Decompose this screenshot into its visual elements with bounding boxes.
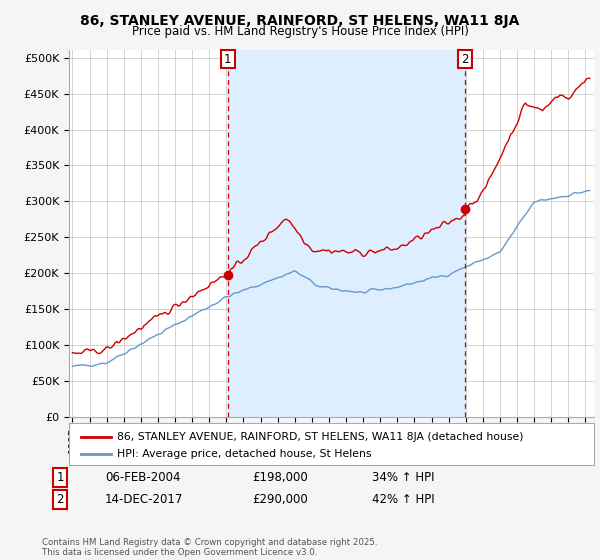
Text: HPI: Average price, detached house, St Helens: HPI: Average price, detached house, St H… bbox=[117, 449, 371, 459]
Text: 14-DEC-2017: 14-DEC-2017 bbox=[105, 493, 184, 506]
Text: £290,000: £290,000 bbox=[252, 493, 308, 506]
Text: 2: 2 bbox=[461, 53, 469, 66]
Text: 86, STANLEY AVENUE, RAINFORD, ST HELENS, WA11 8JA: 86, STANLEY AVENUE, RAINFORD, ST HELENS,… bbox=[80, 14, 520, 28]
Text: Price paid vs. HM Land Registry's House Price Index (HPI): Price paid vs. HM Land Registry's House … bbox=[131, 25, 469, 38]
Text: 42% ↑ HPI: 42% ↑ HPI bbox=[372, 493, 434, 506]
Bar bbox=[228, 50, 465, 417]
Text: 34% ↑ HPI: 34% ↑ HPI bbox=[372, 470, 434, 484]
Text: Contains HM Land Registry data © Crown copyright and database right 2025.
This d: Contains HM Land Registry data © Crown c… bbox=[42, 538, 377, 557]
Text: 86, STANLEY AVENUE, RAINFORD, ST HELENS, WA11 8JA (detached house): 86, STANLEY AVENUE, RAINFORD, ST HELENS,… bbox=[117, 432, 523, 442]
Text: £198,000: £198,000 bbox=[252, 470, 308, 484]
Text: 1: 1 bbox=[224, 53, 232, 66]
Text: 06-FEB-2004: 06-FEB-2004 bbox=[105, 470, 181, 484]
Text: 2: 2 bbox=[56, 493, 64, 506]
Text: 1: 1 bbox=[56, 470, 64, 484]
